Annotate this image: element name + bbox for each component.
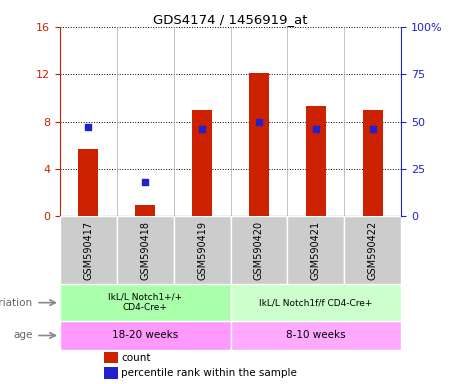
Bar	[60, 284, 230, 321]
Bar	[230, 216, 287, 284]
Text: count: count	[121, 353, 151, 362]
Bar	[344, 216, 401, 284]
Text: age: age	[13, 331, 33, 341]
Bar	[174, 216, 230, 284]
Bar	[104, 352, 118, 363]
Title: GDS4174 / 1456919_at: GDS4174 / 1456919_at	[153, 13, 308, 26]
Bar	[104, 367, 118, 379]
Text: IkL/L Notch1+/+
CD4-Cre+: IkL/L Notch1+/+ CD4-Cre+	[108, 293, 182, 312]
Text: genotype/variation: genotype/variation	[0, 298, 33, 308]
Point	[255, 119, 263, 125]
Bar	[230, 284, 401, 321]
Bar	[249, 73, 269, 216]
Bar	[306, 106, 326, 216]
Bar	[363, 110, 383, 216]
Point	[85, 124, 92, 131]
Point	[198, 126, 206, 132]
Text: GSM590417: GSM590417	[83, 221, 94, 280]
Bar	[287, 216, 344, 284]
Text: GSM590420: GSM590420	[254, 221, 264, 280]
Bar	[78, 149, 98, 216]
Bar	[230, 321, 401, 350]
Text: 8-10 weeks: 8-10 weeks	[286, 331, 346, 341]
Bar	[192, 110, 212, 216]
Text: 18-20 weeks: 18-20 weeks	[112, 331, 178, 341]
Bar	[135, 205, 155, 216]
Bar	[60, 216, 117, 284]
Text: GSM590422: GSM590422	[367, 220, 378, 280]
Text: GSM590418: GSM590418	[140, 221, 150, 280]
Point	[142, 179, 149, 185]
Bar	[60, 321, 230, 350]
Text: percentile rank within the sample: percentile rank within the sample	[121, 368, 297, 378]
Bar	[117, 216, 174, 284]
Point	[312, 126, 319, 132]
Text: GSM590419: GSM590419	[197, 221, 207, 280]
Text: IkL/L Notch1f/f CD4-Cre+: IkL/L Notch1f/f CD4-Cre+	[259, 298, 372, 307]
Point	[369, 126, 376, 132]
Text: GSM590421: GSM590421	[311, 221, 321, 280]
